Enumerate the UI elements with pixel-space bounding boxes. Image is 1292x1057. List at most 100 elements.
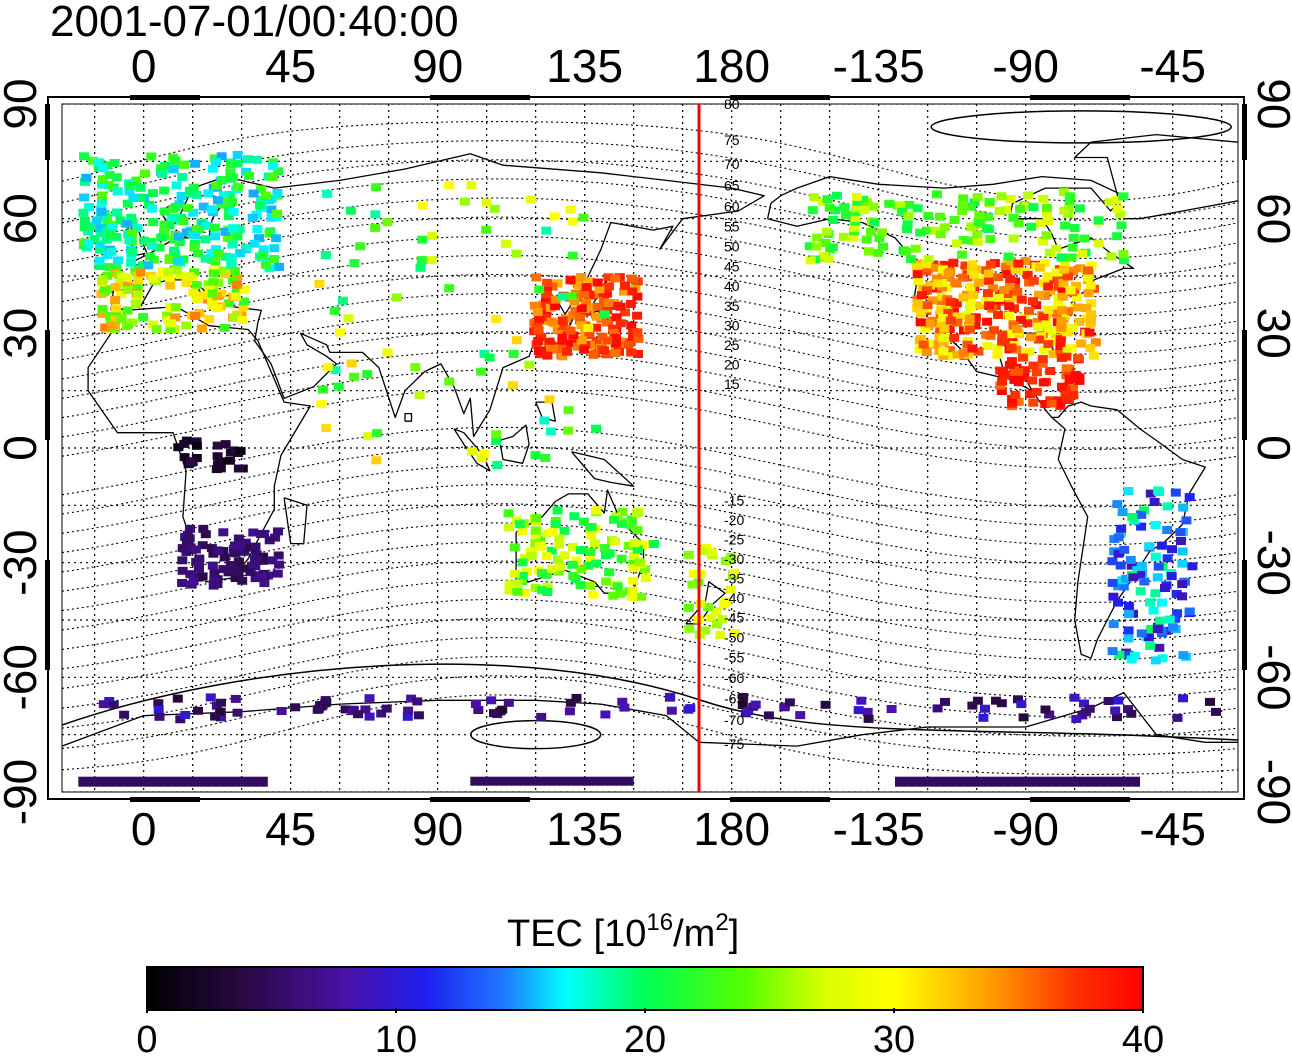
tec-cell — [228, 173, 238, 182]
tec-cell — [861, 235, 872, 244]
tec-cell — [866, 227, 877, 236]
mag-lat-label: 80 — [724, 96, 740, 112]
tec-cell — [105, 312, 116, 321]
tec-cell — [481, 225, 492, 234]
tec-cell — [604, 282, 614, 291]
tec-cell — [370, 223, 381, 232]
tec-cell — [272, 209, 283, 218]
tec-cell — [1039, 346, 1050, 355]
tec-cell — [1177, 580, 1188, 589]
tec-cell — [920, 324, 931, 333]
tec-cell — [1154, 643, 1165, 652]
tec-cell — [106, 322, 117, 331]
tec-cell — [820, 700, 831, 709]
x-axis-bottom-ticks: 0 45 90 135 180 -135 -90 -45 — [131, 803, 1206, 855]
tec-cell — [210, 712, 221, 721]
tec-cell — [1031, 387, 1042, 396]
tec-cell — [122, 286, 133, 294]
tec-cell — [1057, 292, 1068, 301]
tec-cell — [925, 281, 936, 290]
tec-cell — [1031, 368, 1042, 377]
tec-cell — [1057, 306, 1068, 315]
tec-cell — [984, 198, 995, 207]
tec-cell — [968, 291, 979, 300]
tec-cell — [1001, 270, 1012, 279]
tec-cell — [897, 207, 908, 216]
tec-cell — [1104, 198, 1115, 207]
tec-cell — [232, 182, 243, 191]
tec-cell — [591, 312, 602, 321]
tec-cell — [905, 255, 916, 264]
y-tick-label-left: -60 — [0, 644, 46, 710]
tec-cell — [529, 301, 540, 310]
tec-cell — [1065, 286, 1076, 295]
tec-cell — [1113, 549, 1124, 558]
tec-cell — [111, 264, 122, 273]
tec-cell — [135, 183, 146, 192]
mag-lat-contour — [62, 637, 1238, 718]
tec-cell — [571, 556, 582, 565]
tec-cell — [912, 298, 923, 307]
tec-cell — [517, 571, 528, 580]
tec-cell — [594, 285, 605, 294]
x-tick-label-top: 90 — [412, 40, 463, 92]
tec-cell — [1062, 346, 1073, 355]
tec-cell — [583, 561, 594, 570]
tec-cell — [542, 351, 553, 360]
x-tick-label-bottom: 180 — [693, 803, 770, 855]
tec-cell — [943, 269, 954, 278]
tec-cell — [170, 303, 181, 312]
tec-cell — [489, 204, 500, 213]
tec-cell — [170, 203, 181, 212]
tec-cell — [157, 170, 168, 179]
tec-cell — [697, 547, 708, 555]
tec-cell — [1127, 512, 1138, 521]
frame-bar — [430, 797, 530, 802]
tec-cell — [576, 321, 587, 330]
tec-cell — [1166, 572, 1177, 581]
tec-cell — [1018, 713, 1029, 722]
tec-cell — [719, 600, 730, 609]
tec-cell — [822, 195, 833, 204]
tec-cell — [1056, 253, 1067, 262]
tec-cell — [938, 347, 949, 356]
tec-cell — [1059, 258, 1070, 267]
tec-cell — [921, 348, 932, 357]
tec-cell — [165, 281, 176, 290]
tec-cell — [148, 218, 159, 227]
tec-cell — [209, 569, 220, 578]
tec-cell — [349, 372, 360, 381]
tec-cell — [147, 242, 157, 251]
mag-lat-label: 15 — [724, 376, 740, 392]
tec-cell — [972, 696, 983, 705]
tec-cell — [576, 336, 587, 345]
tec-cell — [944, 261, 955, 270]
tec-cell — [1038, 194, 1049, 203]
tec-cell — [348, 705, 359, 714]
tec-cell — [924, 319, 935, 328]
tec-cell — [626, 515, 637, 524]
tec-cell — [1123, 650, 1134, 659]
tec-cell — [189, 243, 200, 252]
tec-cell — [546, 427, 556, 436]
tec-cell — [937, 283, 948, 292]
tec-cell — [197, 572, 208, 581]
tec-cell — [632, 277, 643, 286]
tec-cell — [932, 274, 942, 283]
mag-lat-contour — [62, 197, 1238, 279]
tec-cell — [911, 262, 922, 271]
tec-cell — [970, 313, 981, 322]
tec-cell — [632, 545, 643, 554]
tec-cell — [623, 340, 634, 349]
tec-cell — [1118, 582, 1129, 591]
tec-cell — [1175, 528, 1186, 537]
tec-cell — [224, 456, 235, 465]
colorbar-tick-label: 0 — [136, 1019, 157, 1057]
mag-lat-label: 75 — [724, 132, 740, 148]
tec-cell — [932, 190, 942, 199]
tec-cell — [1085, 281, 1096, 290]
tec-cell — [935, 212, 946, 221]
tec-cell — [1118, 249, 1129, 258]
tec-cell — [526, 195, 537, 204]
tec-cell — [1145, 598, 1155, 607]
